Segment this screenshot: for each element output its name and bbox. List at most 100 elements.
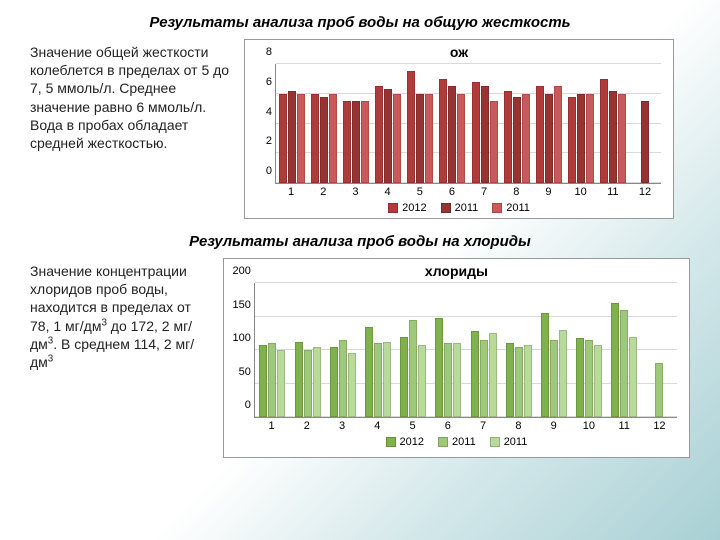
bar: [425, 94, 433, 183]
legend-swatch: [388, 203, 398, 213]
bar: [375, 86, 383, 183]
bar: [393, 94, 401, 183]
chart-title: хлориды: [224, 259, 689, 283]
bar: [611, 303, 619, 417]
bar: [374, 343, 382, 417]
bar: [320, 97, 328, 183]
bar: [541, 313, 549, 417]
legend-item: 2011: [438, 436, 476, 448]
x-tick-label: 5: [395, 418, 430, 432]
legend-swatch: [386, 437, 396, 447]
bar: [279, 94, 287, 183]
bar: [448, 86, 456, 183]
bar: [618, 94, 626, 183]
x-tick-label: 12: [629, 184, 661, 198]
bar: [313, 347, 321, 417]
bar: [472, 82, 480, 183]
section2-title: Результаты анализа проб воды на хлориды: [30, 233, 690, 250]
bar-group: [436, 64, 468, 183]
bar-group: [642, 283, 677, 417]
section2-desc: Значение концентрации хлоридов проб воды…: [30, 258, 209, 458]
legend-item: 2011: [490, 436, 528, 448]
legend-label: 2012: [400, 436, 424, 448]
x-tick-label: 7: [468, 184, 500, 198]
bar: [481, 86, 489, 183]
bar-group: [325, 283, 360, 417]
x-tick-label: 5: [404, 184, 436, 198]
legend-item: 2011: [492, 202, 530, 214]
bar: [409, 320, 417, 417]
bar: [418, 345, 426, 417]
y-tick-label: 100: [233, 332, 255, 344]
bar: [297, 94, 305, 183]
y-tick-label: 2: [266, 135, 276, 147]
x-tick-label: 2: [307, 184, 339, 198]
y-tick-label: 200: [233, 265, 255, 277]
bar: [435, 318, 443, 417]
bar: [545, 94, 553, 183]
y-tick-label: 4: [266, 106, 276, 118]
bar: [576, 338, 584, 417]
bar: [288, 91, 296, 183]
bar: [506, 343, 514, 417]
bar: [277, 350, 285, 417]
bar: [311, 94, 319, 183]
bar: [550, 340, 558, 417]
section1-title: Результаты анализа проб воды на общую же…: [30, 14, 690, 31]
bar: [339, 340, 347, 417]
bar: [383, 342, 391, 417]
bar: [329, 94, 337, 183]
bar: [343, 101, 351, 183]
x-tick-label: 1: [275, 184, 307, 198]
bar: [384, 89, 392, 183]
bar-group: [396, 283, 431, 417]
bar: [365, 327, 373, 417]
bar: [352, 101, 360, 183]
bar: [348, 353, 356, 417]
bar: [522, 94, 530, 183]
bar: [416, 94, 424, 183]
bar: [554, 86, 562, 183]
bar: [524, 345, 532, 417]
bar: [489, 333, 497, 417]
bar: [536, 86, 544, 183]
bar: [559, 330, 567, 417]
section1-desc: Значение общей жесткости колеблется в пр…: [30, 39, 230, 219]
bar: [400, 337, 408, 417]
y-tick-label: 150: [233, 299, 255, 311]
x-tick-label: 8: [501, 418, 536, 432]
bar-group: [372, 64, 404, 183]
bar: [439, 79, 447, 183]
x-tick-label: 7: [465, 418, 500, 432]
bar-group: [607, 283, 642, 417]
bar: [361, 101, 369, 183]
x-tick-label: 9: [536, 418, 571, 432]
legend-swatch: [438, 437, 448, 447]
bar: [295, 342, 303, 417]
bar: [577, 94, 585, 183]
y-tick-label: 8: [266, 46, 276, 58]
bar-group: [597, 64, 629, 183]
legend-swatch: [441, 203, 451, 213]
bar: [471, 331, 479, 417]
bar-group: [466, 283, 501, 417]
chloride-chart: хлориды050100150200123456789101112201220…: [223, 258, 690, 458]
bar-group: [276, 64, 308, 183]
hardness-chart: ож02468123456789101112201220112011: [244, 39, 674, 219]
legend-label: 2011: [506, 202, 530, 214]
bar: [268, 343, 276, 417]
x-tick-label: 10: [571, 418, 606, 432]
x-tick-label: 3: [324, 418, 359, 432]
x-tick-label: 1: [254, 418, 289, 432]
legend-item: 2012: [388, 202, 426, 214]
x-tick-label: 12: [642, 418, 677, 432]
bar: [585, 340, 593, 417]
legend-item: 2012: [386, 436, 424, 448]
legend: 2012 2011 2011: [224, 432, 689, 454]
bar: [504, 91, 512, 183]
bar: [444, 343, 452, 417]
bar: [515, 347, 523, 417]
bar-group: [536, 283, 571, 417]
bar: [407, 71, 415, 183]
x-tick-label: 4: [360, 418, 395, 432]
